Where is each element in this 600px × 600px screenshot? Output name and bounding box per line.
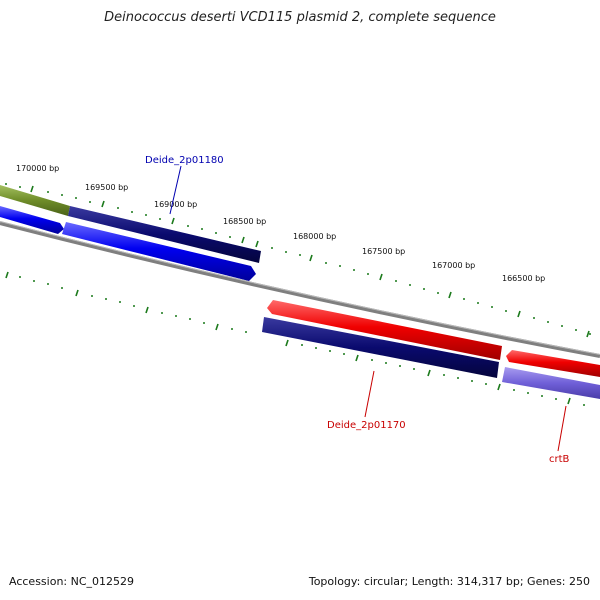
scale-label: 170000 bp xyxy=(16,164,59,173)
gene-label-deide-2p01170[interactable]: Deide_2p01170 xyxy=(327,420,406,431)
map-title: Deinococcus deserti VCD115 plasmid 2, co… xyxy=(104,10,496,25)
callout-line-deide-2p01180 xyxy=(169,165,182,215)
gene-deide-2p01180[interactable] xyxy=(68,206,261,263)
gene-blue-left[interactable] xyxy=(0,206,64,234)
scale-label: 167000 bp xyxy=(432,261,475,270)
scale-labels: 170000 bp 169500 bp 169000 bp 168500 bp … xyxy=(16,164,545,283)
inner-tick-dots xyxy=(19,276,585,406)
gene-blue-right[interactable] xyxy=(62,222,256,281)
inner-tick-marks xyxy=(5,271,571,405)
accession-text: Accession: NC_012529 xyxy=(9,575,135,588)
gene-red-main[interactable] xyxy=(267,300,502,360)
forward-strand-genes xyxy=(0,185,261,281)
sequence-backbone xyxy=(0,221,600,358)
scale-label: 169000 bp xyxy=(154,200,197,209)
gene-label-crtb[interactable]: crtB xyxy=(549,454,570,465)
gene-red-crtb[interactable] xyxy=(506,350,600,377)
scale-label: 167500 bp xyxy=(362,247,405,256)
gene-callouts: Deide_2p01180 Deide_2p01170 crtB xyxy=(145,155,570,465)
scale-label: 168500 bp xyxy=(223,217,266,226)
callout-line-deide-2p01170 xyxy=(364,370,375,418)
gene-olive[interactable] xyxy=(0,185,70,216)
genome-summary-text: Topology: circular; Length: 314,317 bp; … xyxy=(308,575,590,588)
gene-lavender[interactable] xyxy=(502,367,600,399)
gene-deide-2p01170[interactable] xyxy=(262,317,499,378)
scale-label: 169500 bp xyxy=(85,183,128,192)
outer-tick-dots xyxy=(5,183,591,335)
scale-label: 166500 bp xyxy=(502,274,545,283)
gene-label-deide-2p01180[interactable]: Deide_2p01180 xyxy=(145,155,224,166)
callout-line-crtb xyxy=(557,405,567,452)
reverse-strand-genes xyxy=(262,300,600,399)
scale-label: 168000 bp xyxy=(293,232,336,241)
outer-tick-marks xyxy=(30,185,590,338)
